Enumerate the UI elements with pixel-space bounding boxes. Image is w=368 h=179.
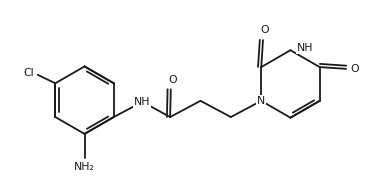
Text: Cl: Cl <box>23 68 33 78</box>
Text: O: O <box>350 64 359 74</box>
Text: NH₂: NH₂ <box>74 162 95 172</box>
Text: O: O <box>260 25 269 35</box>
Text: NH: NH <box>134 97 151 107</box>
Text: N: N <box>257 96 265 106</box>
Text: O: O <box>168 75 177 85</box>
Text: NH: NH <box>297 43 314 54</box>
